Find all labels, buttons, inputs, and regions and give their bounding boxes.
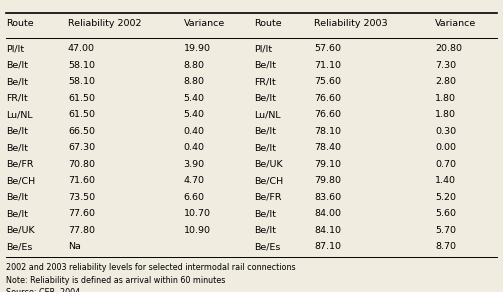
- Text: Be/UK: Be/UK: [254, 160, 283, 169]
- Text: 5.70: 5.70: [435, 226, 456, 235]
- Text: 10.70: 10.70: [184, 209, 211, 218]
- Text: 73.50: 73.50: [68, 193, 95, 202]
- Text: 6.60: 6.60: [184, 193, 205, 202]
- Text: 1.40: 1.40: [435, 176, 456, 185]
- Text: 5.40: 5.40: [184, 94, 205, 103]
- Text: 8.80: 8.80: [184, 77, 205, 86]
- Text: Pl/It: Pl/It: [6, 44, 24, 53]
- Text: 8.80: 8.80: [184, 61, 205, 70]
- Text: 0.40: 0.40: [184, 127, 205, 136]
- Text: 1.80: 1.80: [435, 94, 456, 103]
- Text: 84.10: 84.10: [314, 226, 342, 235]
- Text: 0.40: 0.40: [184, 143, 205, 152]
- Text: Be/FR: Be/FR: [6, 160, 34, 169]
- Text: 87.10: 87.10: [314, 242, 342, 251]
- Text: 70.80: 70.80: [68, 160, 95, 169]
- Text: 78.40: 78.40: [314, 143, 342, 152]
- Text: 77.80: 77.80: [68, 226, 95, 235]
- Text: Be/UK: Be/UK: [6, 226, 35, 235]
- Text: Variance: Variance: [184, 19, 225, 28]
- Text: 76.60: 76.60: [314, 94, 342, 103]
- Text: 7.30: 7.30: [435, 61, 456, 70]
- Text: Be/It: Be/It: [254, 127, 276, 136]
- Text: 57.60: 57.60: [314, 44, 342, 53]
- Text: Pl/It: Pl/It: [254, 44, 272, 53]
- Text: 79.80: 79.80: [314, 176, 342, 185]
- Text: Be/Es: Be/Es: [6, 242, 32, 251]
- Text: 61.50: 61.50: [68, 94, 95, 103]
- Text: 5.40: 5.40: [184, 110, 205, 119]
- Text: 0.30: 0.30: [435, 127, 456, 136]
- Text: 79.10: 79.10: [314, 160, 342, 169]
- Text: FR/It: FR/It: [254, 77, 276, 86]
- Text: Note: Reliability is defined as arrival within 60 minutes: Note: Reliability is defined as arrival …: [6, 276, 225, 284]
- Text: Source: CER, 2004: Source: CER, 2004: [6, 288, 80, 292]
- Text: Be/It: Be/It: [254, 209, 276, 218]
- Text: 77.60: 77.60: [68, 209, 95, 218]
- Text: Reliability 2002: Reliability 2002: [68, 19, 141, 28]
- Text: 71.60: 71.60: [68, 176, 95, 185]
- Text: 75.60: 75.60: [314, 77, 342, 86]
- Text: 5.60: 5.60: [435, 209, 456, 218]
- Text: 83.60: 83.60: [314, 193, 342, 202]
- Text: 58.10: 58.10: [68, 77, 95, 86]
- Text: 3.90: 3.90: [184, 160, 205, 169]
- Text: Route: Route: [254, 19, 282, 28]
- Text: Be/It: Be/It: [6, 209, 28, 218]
- Text: 0.00: 0.00: [435, 143, 456, 152]
- Text: Be/It: Be/It: [254, 94, 276, 103]
- Text: 58.10: 58.10: [68, 61, 95, 70]
- Text: Be/It: Be/It: [254, 226, 276, 235]
- Text: Variance: Variance: [435, 19, 476, 28]
- Text: 4.70: 4.70: [184, 176, 205, 185]
- Text: 10.90: 10.90: [184, 226, 211, 235]
- Text: Route: Route: [6, 19, 34, 28]
- Text: 0.70: 0.70: [435, 160, 456, 169]
- Text: 2002 and 2003 reliability levels for selected intermodal rail connections: 2002 and 2003 reliability levels for sel…: [6, 263, 296, 272]
- Text: Be/It: Be/It: [6, 143, 28, 152]
- Text: Reliability 2003: Reliability 2003: [314, 19, 388, 28]
- Text: Be/Es: Be/Es: [254, 242, 280, 251]
- Text: 8.70: 8.70: [435, 242, 456, 251]
- Text: Be/It: Be/It: [6, 77, 28, 86]
- Text: FR/It: FR/It: [6, 94, 28, 103]
- Text: Be/It: Be/It: [6, 61, 28, 70]
- Text: 61.50: 61.50: [68, 110, 95, 119]
- Text: 5.20: 5.20: [435, 193, 456, 202]
- Text: 20.80: 20.80: [435, 44, 462, 53]
- Text: 1.80: 1.80: [435, 110, 456, 119]
- Text: 78.10: 78.10: [314, 127, 342, 136]
- Text: Be/It: Be/It: [6, 127, 28, 136]
- Text: 47.00: 47.00: [68, 44, 95, 53]
- Text: Be/FR: Be/FR: [254, 193, 282, 202]
- Text: Lu/NL: Lu/NL: [254, 110, 281, 119]
- Text: Be/It: Be/It: [254, 61, 276, 70]
- Text: Be/CH: Be/CH: [254, 176, 283, 185]
- Text: 76.60: 76.60: [314, 110, 342, 119]
- Text: 71.10: 71.10: [314, 61, 342, 70]
- Text: 84.00: 84.00: [314, 209, 342, 218]
- Text: 19.90: 19.90: [184, 44, 211, 53]
- Text: Be/It: Be/It: [254, 143, 276, 152]
- Text: 66.50: 66.50: [68, 127, 95, 136]
- Text: Na: Na: [68, 242, 81, 251]
- Text: Be/CH: Be/CH: [6, 176, 35, 185]
- Text: 2.80: 2.80: [435, 77, 456, 86]
- Text: Lu/NL: Lu/NL: [6, 110, 33, 119]
- Text: 67.30: 67.30: [68, 143, 95, 152]
- Text: Be/It: Be/It: [6, 193, 28, 202]
